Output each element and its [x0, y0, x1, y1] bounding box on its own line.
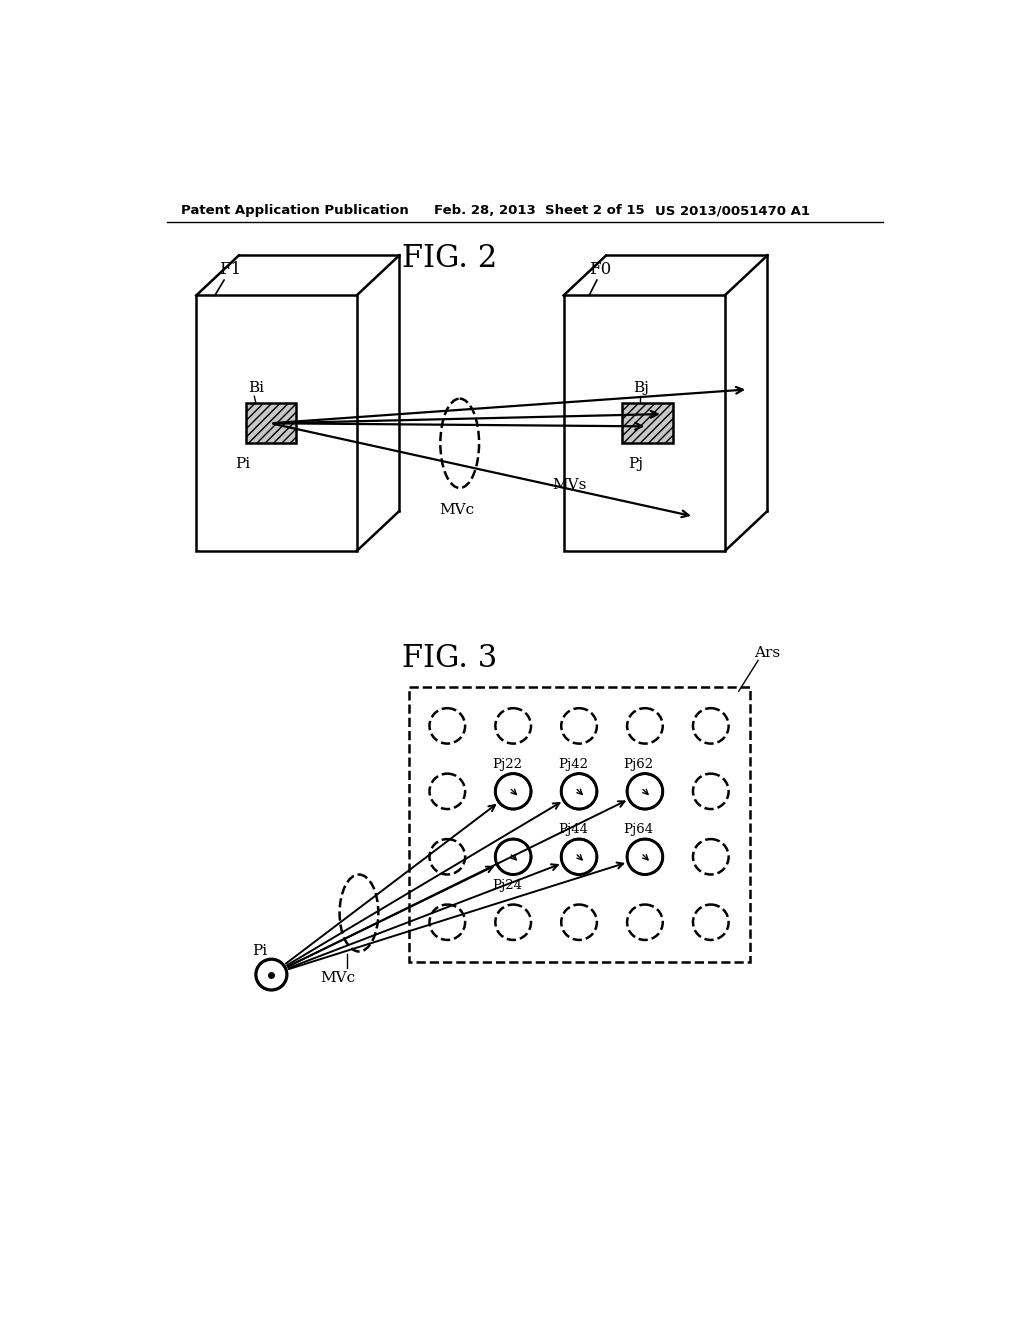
Text: Bj: Bj — [633, 380, 649, 395]
Text: F1: F1 — [219, 261, 242, 277]
Text: Pj44: Pj44 — [558, 824, 588, 837]
Text: MVs: MVs — [553, 478, 587, 492]
Text: Pj64: Pj64 — [624, 824, 653, 837]
Text: Pj62: Pj62 — [624, 758, 653, 771]
Text: Patent Application Publication: Patent Application Publication — [180, 205, 409, 218]
Text: Pj: Pj — [628, 457, 643, 471]
Text: Pi: Pi — [234, 457, 250, 471]
Text: Pj42: Pj42 — [558, 758, 588, 771]
Text: US 2013/0051470 A1: US 2013/0051470 A1 — [655, 205, 810, 218]
Text: Pi: Pi — [252, 944, 267, 958]
Text: Pj22: Pj22 — [492, 758, 522, 771]
Text: Bi: Bi — [248, 380, 264, 395]
Text: Feb. 28, 2013  Sheet 2 of 15: Feb. 28, 2013 Sheet 2 of 15 — [434, 205, 645, 218]
Text: MVc: MVc — [439, 503, 475, 517]
Polygon shape — [623, 404, 673, 444]
Text: FIG. 3: FIG. 3 — [402, 643, 498, 675]
Text: MVc: MVc — [321, 970, 355, 985]
Text: F0: F0 — [589, 261, 611, 277]
Text: FIG. 2: FIG. 2 — [402, 243, 498, 275]
Text: Ars: Ars — [755, 647, 780, 660]
Text: Pj24: Pj24 — [492, 879, 522, 892]
Polygon shape — [246, 404, 296, 444]
